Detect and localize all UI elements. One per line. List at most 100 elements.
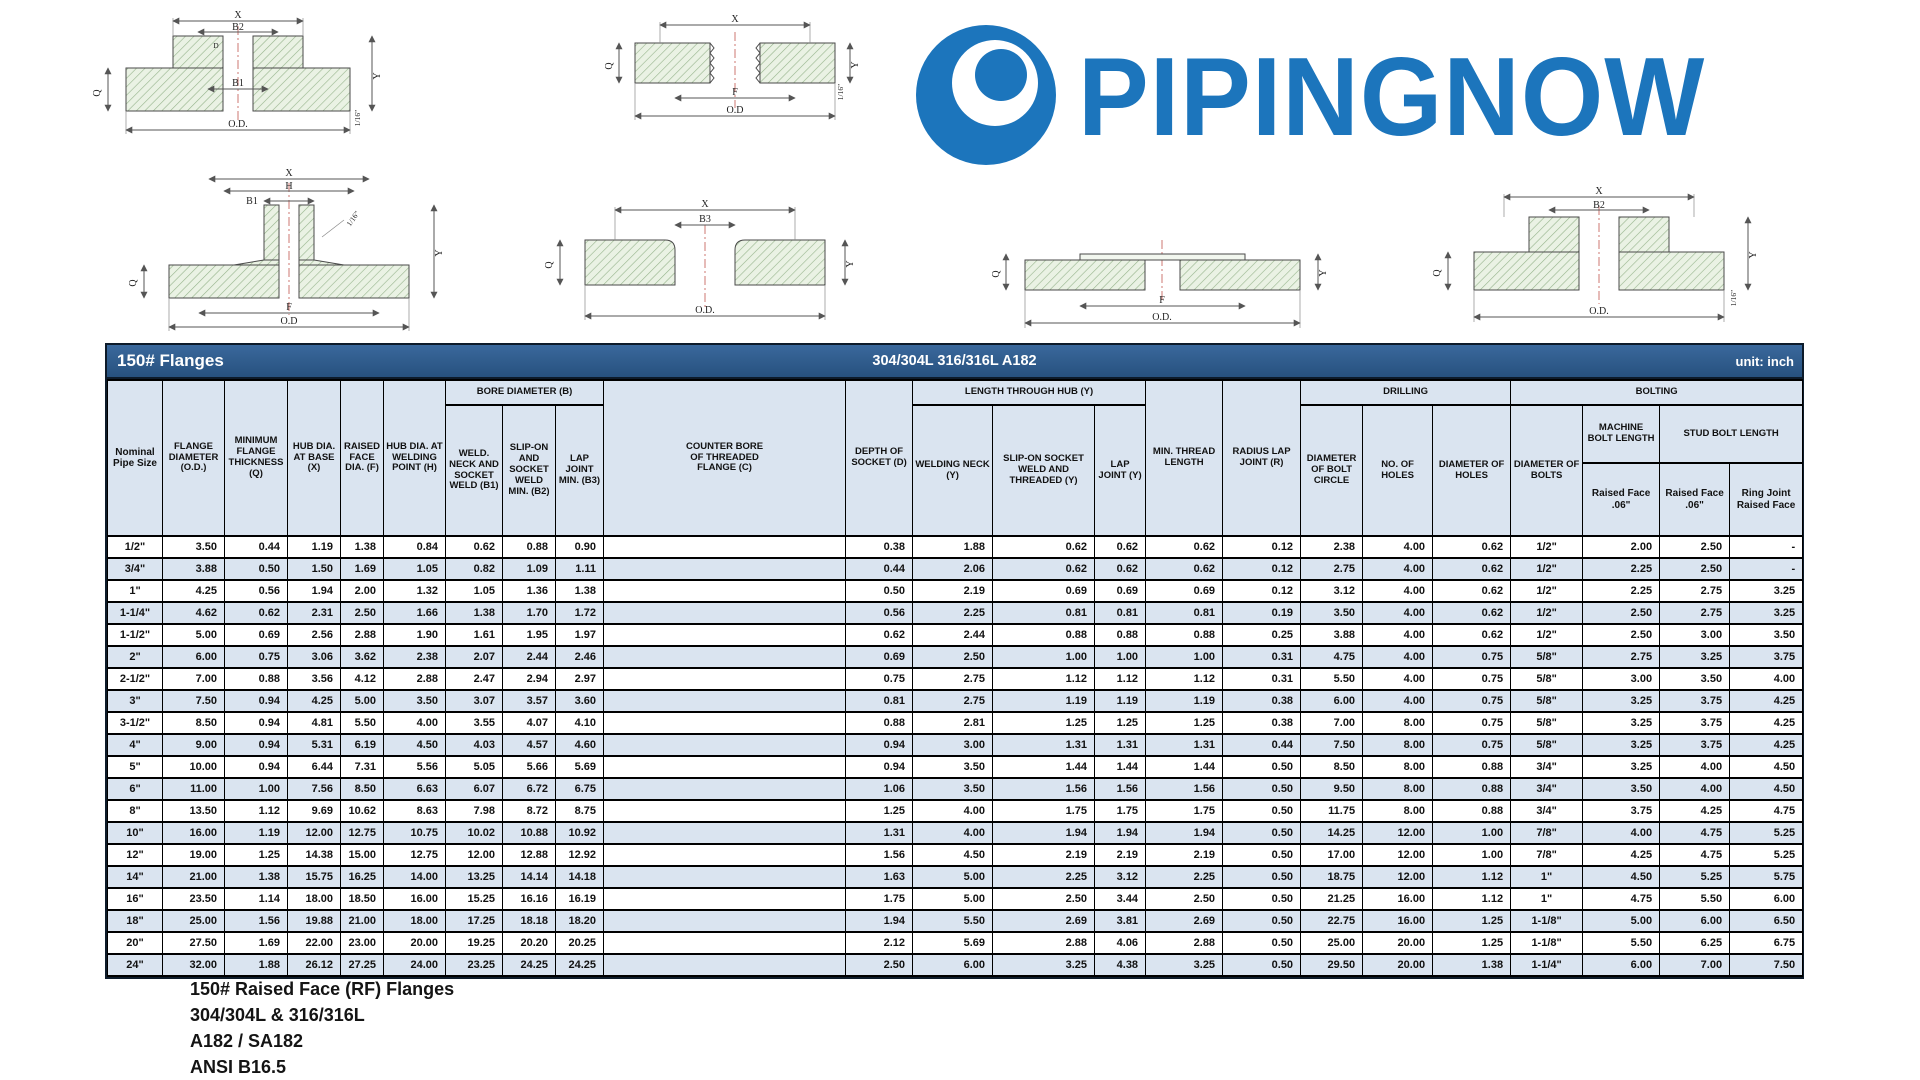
svg-text:B3: B3 [699,214,711,225]
svg-text:B1: B1 [232,78,244,89]
cell-pipe: 1-1/4" [107,601,163,625]
svg-text:B2: B2 [1593,200,1605,211]
cell-mt: 3.25 [1145,953,1224,977]
cell-pipe: 16" [107,887,163,911]
cell-d: 0.50 [845,579,914,603]
cell-c [603,799,847,823]
cell-d: 0.94 [845,755,914,779]
cell-yso: 0.69 [992,579,1096,603]
cell-d: 1.25 [845,799,914,823]
cell-ywn: 3.00 [912,733,994,757]
cell-f: 2.88 [340,623,384,647]
cell-q: 0.94 [224,689,288,713]
cell-yso: 3.25 [992,953,1096,977]
cell-mbrf: 5.00 [1582,909,1661,933]
cell-ywn: 2.75 [912,667,994,691]
cell-b1: 0.82 [445,557,503,581]
cell-r: 0.50 [1222,821,1302,845]
cell-pipe: 2" [107,645,163,669]
cell-d: 0.75 [845,667,914,691]
table-row: 12" 19.00 1.25 14.38 15.00 12.75 12.00 12.88 12.… [107,843,1804,867]
cell-sbrj: 6.50 [1729,909,1804,933]
cell-od: 10.00 [162,755,225,779]
cell-b1: 2.07 [445,645,503,669]
cell-b3: 0.90 [554,535,605,559]
cell-q: 1.56 [224,909,288,933]
cell-q: 1.88 [224,953,288,977]
cell-mt: 2.88 [1145,931,1224,955]
svg-text:Y: Y [1318,269,1329,276]
cell-h: 12.75 [383,843,446,867]
cell-nh: 16.00 [1362,909,1434,933]
col-header-stud-raised-face: Raised Face .06" [1659,462,1731,537]
cell-dh: 0.75 [1432,667,1512,691]
cell-ywn: 2.19 [912,579,994,603]
cell-r: 0.50 [1222,909,1302,933]
cell-bc: 5.50 [1300,667,1364,691]
cell-b3: 2.97 [554,667,605,691]
cell-c [603,865,847,889]
cell-r: 0.44 [1222,733,1302,757]
cell-nh: 4.00 [1362,645,1434,669]
cell-r: 0.50 [1222,931,1302,955]
cell-mbrf: 2.25 [1582,579,1661,603]
cell-bc: 3.12 [1300,579,1364,603]
cell-f: 8.50 [340,777,384,801]
cell-f: 1.38 [340,535,384,559]
cell-d: 1.56 [845,843,914,867]
cell-pipe: 20" [107,931,163,955]
cell-db: 1/2" [1510,557,1584,581]
cell-b2: 4.07 [502,711,556,735]
cell-sbrf: 7.00 [1659,953,1731,977]
cell-r: 0.50 [1222,755,1302,779]
cell-b1: 1.38 [445,601,503,625]
cell-q: 0.88 [224,667,288,691]
svg-text:Q: Q [544,261,555,269]
cell-sbrj: 4.50 [1729,777,1804,801]
table-row: 2-1/2" 7.00 0.88 3.56 4.12 2.88 2.47 2.94 2.97 0.… [107,667,1804,691]
col-header-pipe-size: Nominal Pipe Size [107,379,163,537]
cell-x: 2.56 [287,623,341,647]
svg-text:O.D.: O.D. [1589,306,1608,317]
cell-r: 0.50 [1222,953,1302,977]
cell-ylj: 4.06 [1094,931,1147,955]
cell-h: 20.00 [383,931,446,955]
table-row: 1" 4.25 0.56 1.94 2.00 1.32 1.05 1.36 1.38 0.50 2.… [107,579,1804,603]
cell-od: 5.00 [162,623,225,647]
cell-ywn: 5.00 [912,865,994,889]
cell-q: 1.12 [224,799,288,823]
cell-mbrf: 4.75 [1582,887,1661,911]
cell-od: 9.00 [162,733,225,757]
cell-c [603,711,847,735]
svg-text:Y: Y [850,61,861,68]
cell-h: 2.88 [383,667,446,691]
cell-sbrf: 2.75 [1659,601,1731,625]
cell-sbrj: 4.25 [1729,711,1804,735]
cell-mbrf: 3.00 [1582,667,1661,691]
cell-ylj: 2.19 [1094,843,1147,867]
cell-x: 12.00 [287,821,341,845]
cell-f: 16.25 [340,865,384,889]
cell-c [603,623,847,647]
cell-b1: 19.25 [445,931,503,955]
cell-pipe: 1-1/2" [107,623,163,647]
cell-ylj: 1.00 [1094,645,1147,669]
cell-h: 16.00 [383,887,446,911]
cell-yso: 2.25 [992,865,1096,889]
table-row: 3-1/2" 8.50 0.94 4.81 5.50 4.00 3.55 4.07 4.10 0.… [107,711,1804,735]
cell-dh: 0.62 [1432,535,1512,559]
cell-b1: 1.61 [445,623,503,647]
cell-yso: 2.19 [992,843,1096,867]
cell-sbrf: 3.75 [1659,733,1731,757]
cell-r: 0.50 [1222,865,1302,889]
cell-mbrf: 3.50 [1582,777,1661,801]
cell-sbrj: 7.50 [1729,953,1804,977]
cell-pipe: 8" [107,799,163,823]
cell-sbrj: 4.75 [1729,799,1804,823]
cell-od: 11.00 [162,777,225,801]
table-row: 10" 16.00 1.19 12.00 12.75 10.75 10.02 10.88 10.… [107,821,1804,845]
cell-mbrf: 5.50 [1582,931,1661,955]
cell-sbrf: 3.75 [1659,711,1731,735]
table-row: 6" 11.00 1.00 7.56 8.50 6.63 6.07 6.72 6.75 1.06 3… [107,777,1804,801]
col-header-od: FLANGE DIAMETER (O.D.) [162,379,225,537]
